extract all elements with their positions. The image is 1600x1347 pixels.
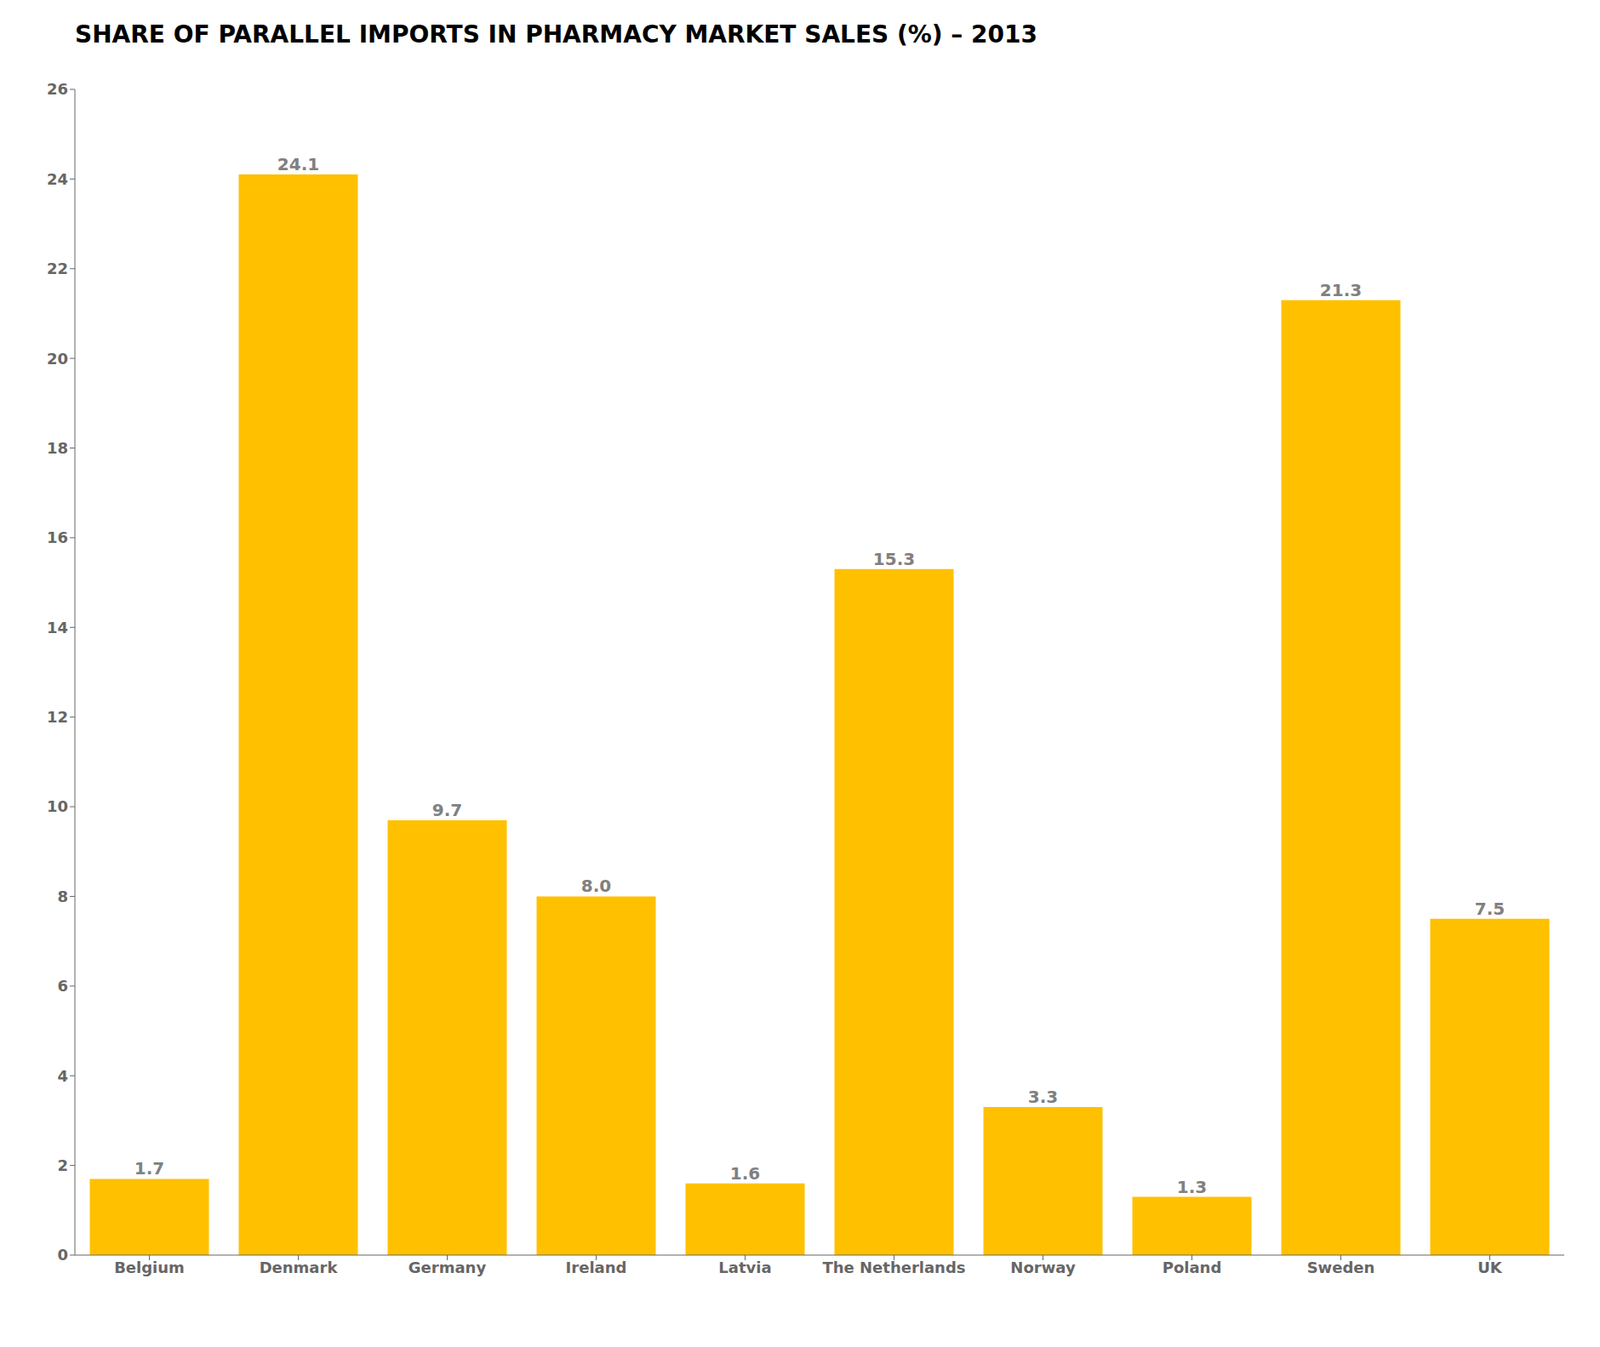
svg-text:10: 10 (46, 797, 69, 816)
svg-text:26: 26 (46, 80, 69, 98)
svg-text:3.3: 3.3 (1028, 1086, 1058, 1108)
svg-text:UK: UK (1477, 1258, 1503, 1277)
html-text:SHARE OF PARALLEL IMPORTS IN P: SHARE OF PARALLEL IMPORTS IN PHARMACY MA… (74, 20, 1038, 49)
svg-text:21.3: 21.3 (1320, 280, 1362, 301)
svg-text:6: 6 (57, 977, 69, 995)
svg-text:0: 0 (57, 1245, 69, 1264)
svg-text:Norway: Norway (1010, 1258, 1076, 1277)
svg-text:Belgium: Belgium (114, 1258, 185, 1277)
svg-text:20: 20 (46, 349, 69, 368)
svg-text:4: 4 (57, 1067, 69, 1086)
svg-text:18: 18 (46, 439, 69, 458)
svg-text:24: 24 (46, 170, 69, 189)
svg-text:8: 8 (57, 887, 69, 906)
svg-text:22: 22 (46, 259, 69, 278)
svg-text:24.1: 24.1 (277, 154, 320, 175)
svg-text:Denmark: Denmark (259, 1258, 339, 1277)
svg-text:7.5: 7.5 (1474, 898, 1505, 920)
svg-text:8.0: 8.0 (581, 875, 612, 897)
svg-text:1.6: 1.6 (730, 1163, 760, 1184)
svg-text:16: 16 (46, 528, 69, 547)
svg-text:Latvia: Latvia (718, 1258, 772, 1277)
svg-text:9.7: 9.7 (432, 800, 463, 821)
svg-text:15.3: 15.3 (873, 548, 915, 570)
svg-text:1.7: 1.7 (134, 1158, 165, 1179)
svg-text:Sweden: Sweden (1307, 1258, 1376, 1277)
svg-text:12: 12 (46, 708, 69, 726)
svg-text:Germany: Germany (408, 1258, 487, 1277)
svg-text:Ireland: Ireland (565, 1258, 628, 1277)
svg-text:1.3: 1.3 (1177, 1177, 1207, 1198)
svg-text:14: 14 (46, 618, 69, 637)
svg-text:2: 2 (57, 1156, 69, 1175)
svg-text:Poland: Poland (1162, 1258, 1223, 1277)
svg-text:The Netherlands: The Netherlands (822, 1258, 966, 1277)
